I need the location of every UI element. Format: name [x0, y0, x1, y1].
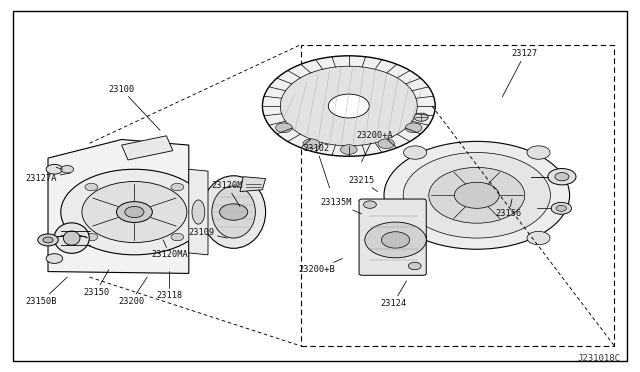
Text: 23150B: 23150B: [26, 277, 67, 306]
Ellipse shape: [202, 176, 266, 248]
Circle shape: [405, 123, 422, 133]
Text: 23150: 23150: [83, 270, 109, 296]
Polygon shape: [48, 140, 189, 273]
Circle shape: [61, 169, 208, 255]
Text: 23102: 23102: [303, 144, 330, 188]
Circle shape: [454, 182, 499, 208]
Circle shape: [280, 66, 417, 146]
Text: 23124: 23124: [380, 281, 407, 308]
Text: 23156: 23156: [495, 199, 522, 218]
Circle shape: [46, 254, 63, 263]
Text: 23200+A: 23200+A: [356, 131, 393, 162]
Polygon shape: [122, 136, 173, 160]
Circle shape: [404, 231, 427, 245]
Circle shape: [384, 141, 570, 249]
Ellipse shape: [212, 186, 255, 238]
Circle shape: [555, 173, 569, 181]
Circle shape: [43, 237, 53, 243]
FancyBboxPatch shape: [359, 199, 426, 275]
Circle shape: [276, 123, 292, 133]
Circle shape: [548, 169, 576, 185]
Circle shape: [171, 183, 184, 191]
Circle shape: [551, 202, 572, 214]
Text: 23118: 23118: [156, 272, 183, 300]
Circle shape: [381, 232, 410, 248]
Circle shape: [46, 164, 63, 174]
Circle shape: [328, 94, 369, 118]
Circle shape: [61, 166, 74, 173]
Circle shape: [403, 153, 550, 238]
Circle shape: [527, 146, 550, 159]
Polygon shape: [240, 177, 266, 192]
Circle shape: [220, 204, 248, 220]
Ellipse shape: [192, 200, 205, 224]
Circle shape: [364, 201, 376, 208]
Circle shape: [171, 233, 184, 241]
Text: 23127: 23127: [502, 49, 538, 97]
Text: 23120M: 23120M: [211, 182, 243, 206]
Text: 23200: 23200: [118, 277, 147, 306]
Text: 23100: 23100: [108, 85, 160, 130]
Ellipse shape: [54, 223, 90, 253]
Circle shape: [262, 56, 435, 156]
Circle shape: [85, 183, 98, 191]
Text: 23109: 23109: [188, 228, 227, 238]
Circle shape: [340, 145, 357, 154]
Text: 23215: 23215: [348, 176, 378, 192]
Circle shape: [38, 234, 58, 246]
Ellipse shape: [63, 231, 80, 245]
Bar: [301, 45, 614, 346]
Text: 23135M: 23135M: [320, 198, 362, 214]
Text: 23127A: 23127A: [26, 173, 70, 183]
Circle shape: [125, 206, 144, 218]
Circle shape: [556, 205, 566, 211]
Text: 23120MA: 23120MA: [151, 240, 188, 259]
Circle shape: [429, 167, 525, 223]
Circle shape: [527, 231, 550, 245]
Circle shape: [365, 222, 426, 258]
Circle shape: [408, 262, 421, 270]
Polygon shape: [189, 169, 208, 255]
Circle shape: [116, 202, 152, 222]
Text: 23200+B: 23200+B: [298, 259, 342, 274]
Circle shape: [378, 139, 394, 148]
Circle shape: [82, 182, 187, 243]
Circle shape: [303, 139, 320, 148]
Circle shape: [85, 233, 98, 241]
Text: J231018C: J231018C: [578, 354, 621, 363]
Circle shape: [414, 113, 428, 121]
Circle shape: [404, 146, 427, 159]
